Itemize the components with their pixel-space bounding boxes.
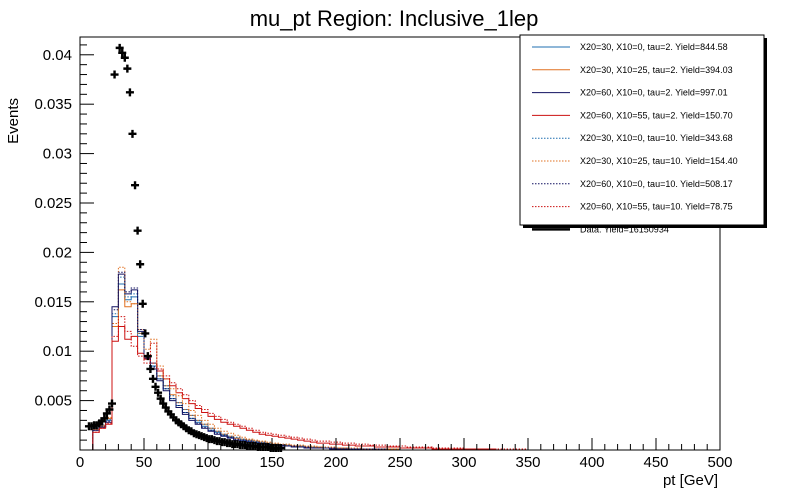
x-tick-label: 50 (136, 454, 153, 471)
data-point (146, 364, 155, 373)
legend-box (519, 34, 765, 226)
data-point (151, 382, 160, 391)
legend-entry-label: X20=60, X10=0, tau=10. Yield=508.17 (580, 179, 733, 189)
data-point (125, 88, 134, 97)
data-point (136, 260, 145, 269)
data-point (143, 352, 152, 361)
data-point (100, 414, 109, 423)
y-tick-label: 0.02 (43, 244, 72, 261)
y-tick-label: 0.015 (34, 294, 72, 311)
x-axis-label: pt [GeV] (663, 472, 718, 489)
x-tick-label: 300 (451, 454, 476, 471)
x-tick-label: 450 (643, 454, 668, 471)
legend-entry-label: X20=60, X10=55, tau=2. Yield=150.70 (580, 110, 733, 120)
legend-entry-label: X20=30, X10=0, tau=2. Yield=844.58 (580, 42, 728, 52)
legend-entry-label: X20=30, X10=0, tau=10. Yield=343.68 (580, 133, 733, 143)
data-points (84, 43, 285, 453)
y-tick-label: 0.01 (43, 343, 72, 360)
data-point (276, 444, 285, 453)
x-tick-label: 150 (259, 454, 284, 471)
data-point (133, 226, 142, 235)
x-tick-label: 0 (76, 454, 84, 471)
data-point (154, 388, 163, 397)
data-point (120, 53, 129, 62)
y-tick-label: 0.04 (43, 47, 72, 64)
data-point (118, 48, 127, 57)
y-tick-label: 0.025 (34, 195, 72, 212)
y-tick-label: 0.03 (43, 146, 72, 163)
data-point (110, 70, 119, 79)
legend-entry-label: X20=60, X10=0, tau=2. Yield=997.01 (580, 88, 728, 98)
series-6-histogram (80, 271, 720, 451)
legend-entry-label: X20=60, X10=55, tau=10. Yield=78.75 (580, 202, 733, 212)
y-axis-label: Events (5, 98, 22, 144)
data-point (138, 299, 147, 308)
axes: 0 50 100 150 200 250 300 350 400 450 500 0.005 0.01 0… (34, 36, 733, 471)
y-tick-label: 0.035 (34, 96, 72, 113)
legend: X20=30, X10=0, tau=2. Yield=844.58 X20=30… (519, 34, 767, 234)
legend-entry-label: X20=30, X10=25, tau=10. Yield=154.40 (580, 156, 738, 166)
data-point (115, 43, 124, 52)
x-tick-label: 400 (579, 454, 604, 471)
x-tick-label: 250 (387, 454, 412, 471)
histogram-bins (80, 266, 720, 451)
legend-entry-label: Data. Yield=16150934 (580, 224, 669, 234)
legend-entry-label: X20=30, X10=25, tau=2. Yield=394.03 (580, 65, 733, 75)
data-point (148, 374, 157, 383)
data-point (108, 399, 116, 408)
data-point (105, 405, 114, 414)
series-7-histogram (80, 316, 720, 451)
x-tick-label: 350 (515, 454, 540, 471)
chart-title: mu_pt Region: Inclusive_1lep (250, 6, 539, 31)
data-point (131, 181, 140, 190)
x-tick-label: 100 (195, 454, 220, 471)
data-point (156, 394, 165, 403)
series-4-histogram (80, 276, 720, 451)
y-tick-label: 0.005 (34, 393, 72, 410)
data-point (123, 64, 132, 73)
x-tick-label: 500 (707, 454, 732, 471)
data-point (141, 329, 150, 338)
x-tick-label: 200 (323, 454, 348, 471)
data-point (128, 129, 137, 138)
